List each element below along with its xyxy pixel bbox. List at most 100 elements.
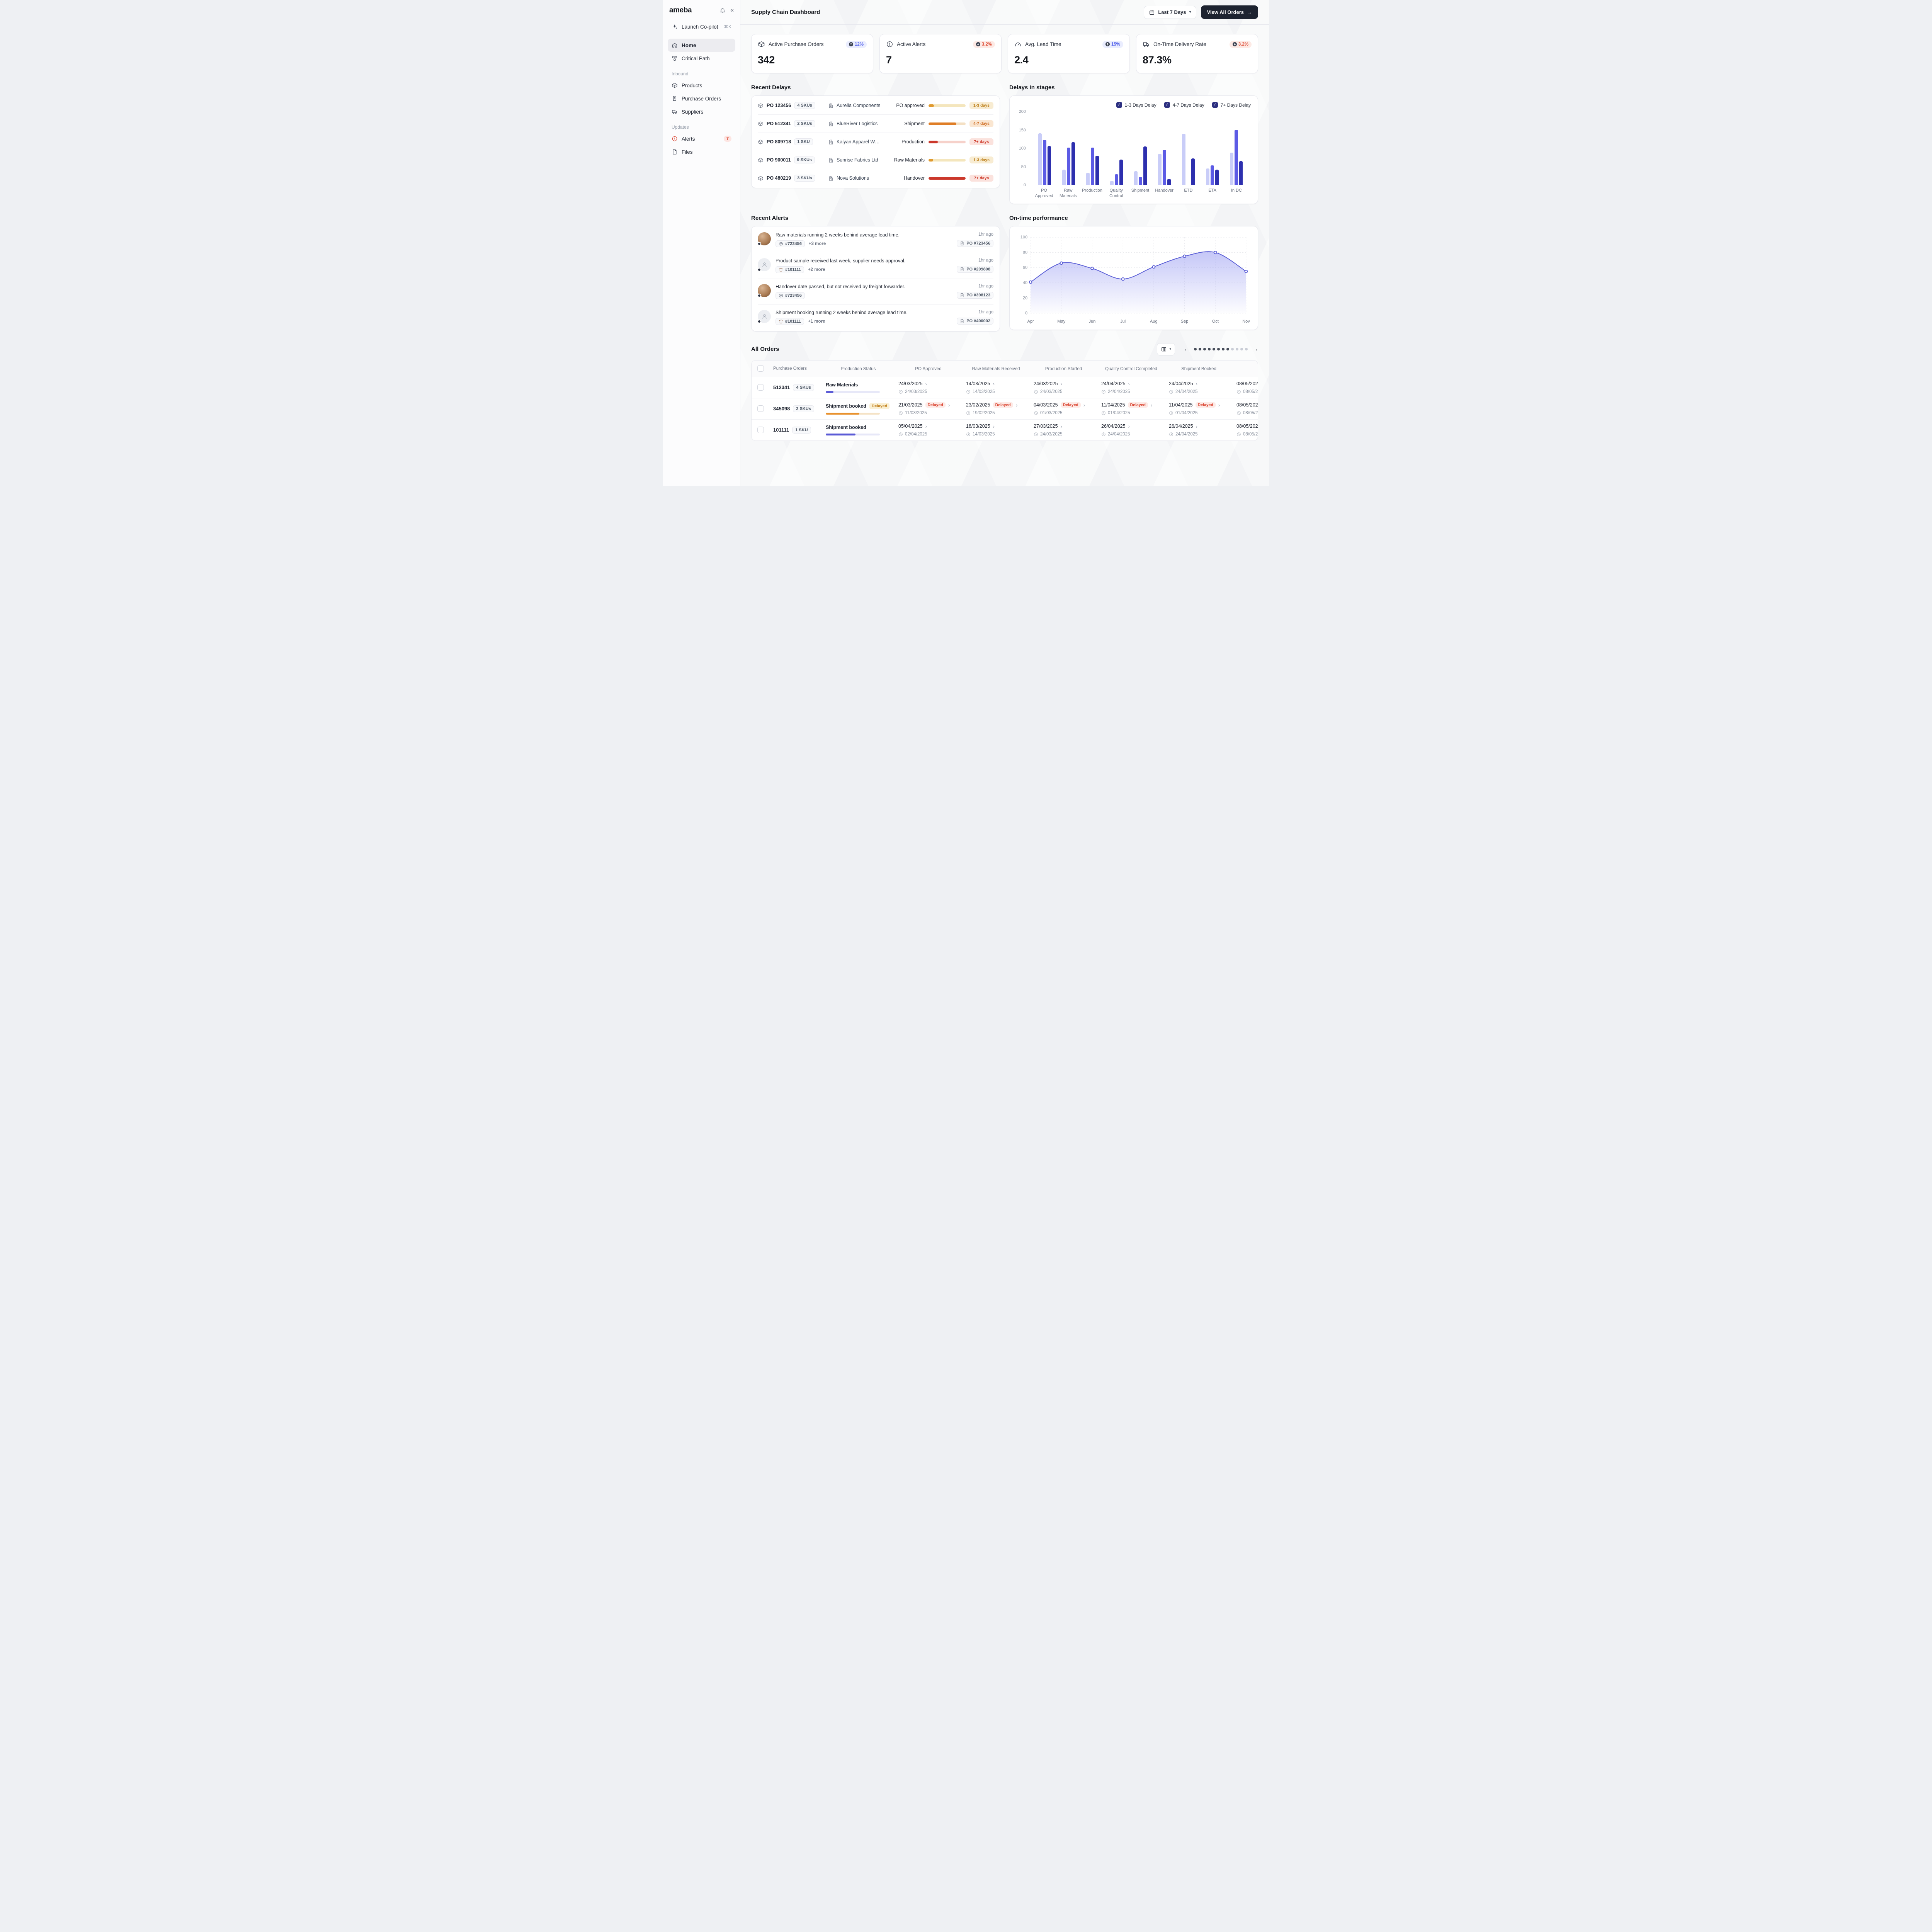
po-ref-chip[interactable]: PO #209808: [957, 265, 993, 273]
delay-row[interactable]: PO 512341 2 SKUs BlueRiver Logistics Shipme…: [758, 115, 993, 133]
bar-7-days-delay[interactable]: [1119, 159, 1123, 185]
pager-dot[interactable]: [1208, 348, 1211, 350]
delay-row[interactable]: PO 123456 4 SKUs Aurelia Components PO appr…: [758, 97, 993, 115]
data-point[interactable]: [1029, 280, 1032, 284]
chevron-right-icon[interactable]: ›: [1196, 381, 1197, 387]
more-items-label[interactable]: +2 more: [808, 267, 825, 272]
item-ref-chip[interactable]: #723456: [776, 240, 805, 247]
bar-4-7-days-delay[interactable]: [1066, 148, 1070, 185]
column-header[interactable]: Purchase Orders: [773, 366, 807, 371]
sidebar-item-home[interactable]: Home: [668, 39, 735, 52]
bar-1-3-days-delay[interactable]: [1086, 172, 1090, 185]
bar-4-7-days-delay[interactable]: [1043, 140, 1046, 185]
delay-row[interactable]: PO 900011 9 SKUs Sunrise Fabrics Ltd Raw Ma…: [758, 151, 993, 169]
bell-icon[interactable]: [719, 7, 726, 14]
pager-dot[interactable]: [1245, 348, 1248, 350]
sidebar-item-purchase-orders[interactable]: Purchase Orders: [668, 92, 735, 105]
sidebar-item-products[interactable]: Products: [668, 79, 735, 92]
chevron-right-icon[interactable]: ›: [1128, 423, 1130, 429]
pager-dot[interactable]: [1217, 348, 1220, 350]
pager-dot[interactable]: [1226, 348, 1229, 350]
row-checkbox[interactable]: [757, 427, 764, 433]
pager-dot[interactable]: [1199, 348, 1201, 350]
sidebar-item-files[interactable]: Files: [668, 145, 735, 158]
legend-item-4-7-days-delay[interactable]: ✓ 4-7 Days Delay: [1164, 102, 1204, 108]
pager-dot[interactable]: [1236, 348, 1238, 350]
checkbox-checked-icon[interactable]: ✓: [1116, 102, 1122, 108]
bar-7-days-delay[interactable]: [1143, 146, 1147, 185]
data-point[interactable]: [1244, 269, 1248, 273]
checkbox-checked-icon[interactable]: ✓: [1212, 102, 1218, 108]
bar-7-days-delay[interactable]: [1191, 158, 1195, 185]
more-items-label[interactable]: +1 more: [808, 319, 825, 324]
column-header[interactable]: Production Status: [840, 366, 876, 371]
item-ref-chip[interactable]: #101111: [776, 266, 804, 273]
chevron-right-icon[interactable]: ›: [993, 423, 995, 429]
bar-1-3-days-delay[interactable]: [1038, 133, 1042, 185]
checkbox-checked-icon[interactable]: ✓: [1164, 102, 1170, 108]
chevron-right-icon[interactable]: ›: [1196, 423, 1197, 429]
po-ref-chip[interactable]: PO #398123: [957, 291, 993, 299]
sidebar-item-suppliers[interactable]: Suppliers: [668, 105, 735, 118]
more-items-label[interactable]: +3 more: [808, 241, 826, 246]
data-point[interactable]: [1183, 254, 1186, 258]
chevron-right-icon[interactable]: ›: [1218, 402, 1220, 408]
pager-dot[interactable]: [1203, 348, 1206, 350]
chevron-right-icon[interactable]: ›: [948, 402, 950, 408]
bar-7-days-delay[interactable]: [1095, 156, 1099, 185]
po-ref-chip[interactable]: PO #723456: [957, 240, 993, 247]
delay-row[interactable]: PO 809718 1 SKU Kalyan Apparel Works Produc…: [758, 133, 993, 151]
chevron-right-icon[interactable]: ›: [1150, 402, 1153, 408]
pager-dot[interactable]: [1222, 348, 1225, 350]
bar-4-7-days-delay[interactable]: [1163, 150, 1167, 185]
data-point[interactable]: [1090, 266, 1094, 270]
bar-1-3-days-delay[interactable]: [1230, 153, 1234, 185]
delay-row[interactable]: PO 480219 3 SKUs Nova Solutions Handover 7+ …: [758, 169, 993, 187]
po-ref-chip[interactable]: PO #400002: [957, 317, 993, 325]
bar-4-7-days-delay[interactable]: [1235, 129, 1238, 185]
bar-1-3-days-delay[interactable]: [1182, 134, 1186, 185]
bar-1-3-days-delay[interactable]: [1062, 170, 1066, 185]
bar-7-days-delay[interactable]: [1047, 146, 1051, 185]
pager-dot[interactable]: [1213, 348, 1215, 350]
sidebar-item-alerts[interactable]: Alerts 7: [668, 132, 735, 145]
chevron-right-icon[interactable]: ›: [993, 381, 995, 387]
item-ref-chip[interactable]: #101111: [776, 318, 804, 325]
data-point[interactable]: [1152, 265, 1156, 269]
bar-4-7-days-delay[interactable]: [1138, 177, 1142, 185]
sidebar-collapse-icon[interactable]: «: [730, 7, 734, 14]
column-header[interactable]: Production Started: [1045, 366, 1082, 371]
launch-copilot-button[interactable]: Launch Co-pilot ⌘K: [668, 20, 735, 33]
chevron-right-icon[interactable]: ›: [1060, 381, 1062, 387]
pager-dot[interactable]: [1194, 348, 1197, 350]
bar-4-7-days-delay[interactable]: [1090, 148, 1094, 185]
chevron-right-icon[interactable]: ›: [1083, 402, 1085, 408]
bar-4-7-days-delay[interactable]: [1114, 174, 1118, 185]
date-range-select[interactable]: Last 7 Days ▾: [1144, 5, 1196, 19]
data-point[interactable]: [1121, 277, 1125, 281]
bar-1-3-days-delay[interactable]: [1158, 154, 1162, 185]
alert-row[interactable]: Raw materials running 2 weeks behind ave…: [757, 227, 993, 253]
item-ref-chip[interactable]: #723456: [776, 292, 805, 299]
row-checkbox[interactable]: [757, 405, 764, 412]
pager-next-icon[interactable]: →: [1252, 346, 1258, 352]
column-header[interactable]: Quality Control Completed: [1105, 366, 1157, 371]
bar-1-3-days-delay[interactable]: [1110, 180, 1114, 185]
data-point[interactable]: [1060, 261, 1063, 265]
bar-7-days-delay[interactable]: [1071, 142, 1075, 185]
order-row-101111[interactable]: 101111 1 SKU Shipment booked 05/04/2025 › 02/…: [752, 420, 1258, 440]
alert-row[interactable]: Product sample received last week, suppl…: [757, 253, 993, 279]
row-checkbox[interactable]: [757, 384, 764, 391]
column-header[interactable]: Shipment Booked: [1181, 366, 1216, 371]
bar-7-days-delay[interactable]: [1167, 179, 1171, 185]
chevron-right-icon[interactable]: ›: [1060, 423, 1062, 429]
column-settings-button[interactable]: ▾: [1157, 343, 1175, 355]
pager-dot[interactable]: [1231, 348, 1234, 350]
pager-dot[interactable]: [1240, 348, 1243, 350]
alert-row[interactable]: Handover date passed, but not received b…: [757, 279, 993, 305]
bar-1-3-days-delay[interactable]: [1134, 171, 1138, 185]
bar-4-7-days-delay[interactable]: [1211, 165, 1214, 185]
data-point[interactable]: [1213, 250, 1217, 254]
chevron-right-icon[interactable]: ›: [925, 423, 927, 429]
bar-7-days-delay[interactable]: [1215, 170, 1219, 185]
